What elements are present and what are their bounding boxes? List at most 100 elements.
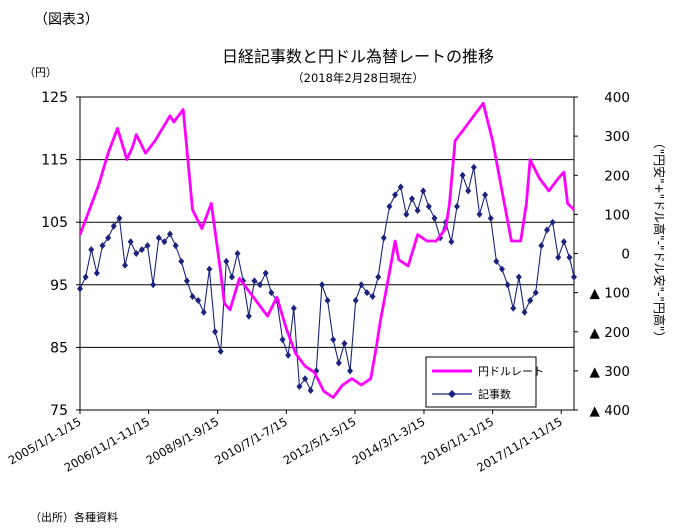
right-axis: 400 300 200 100 0 ▲ 100 ▲ 200 ▲ 300 ▲ 400 xyxy=(574,90,630,419)
article-point xyxy=(77,285,83,293)
right-tick-label: ▲ 400 xyxy=(590,403,630,419)
legend-label-articles: 記事数 xyxy=(478,387,511,401)
legend-articles-marker xyxy=(448,390,456,398)
article-point xyxy=(155,234,162,242)
article-point xyxy=(279,336,286,344)
article-point xyxy=(178,257,185,265)
left-tick-label: 115 xyxy=(41,153,68,169)
article-point xyxy=(150,281,157,289)
right-tick-label: ▲ 200 xyxy=(590,325,630,341)
article-point xyxy=(88,246,95,254)
article-point xyxy=(476,210,483,218)
article-point xyxy=(380,234,387,242)
article-point xyxy=(138,246,145,254)
article-point xyxy=(555,253,562,261)
left-axis-unit-label: （円） xyxy=(24,66,57,79)
series-layer xyxy=(77,101,577,399)
right-tick-label: ▲ 300 xyxy=(590,364,630,380)
article-point xyxy=(521,308,528,316)
article-point xyxy=(105,234,112,242)
article-point xyxy=(352,296,359,304)
article-point xyxy=(498,265,505,273)
article-point xyxy=(358,281,365,289)
x-tick-label: 2014/3/1-3/15 xyxy=(350,414,428,467)
article-point xyxy=(571,273,577,281)
article-point xyxy=(408,195,415,203)
article-point xyxy=(566,253,573,261)
article-point xyxy=(133,250,140,257)
figure-label: （図表3） xyxy=(34,12,99,28)
article-point xyxy=(116,214,123,222)
article-point xyxy=(414,206,421,214)
right-tick-label: ▲ 100 xyxy=(590,286,630,302)
right-tick-label: 100 xyxy=(604,207,630,223)
article-point xyxy=(189,293,196,301)
article-point xyxy=(335,359,342,367)
article-point xyxy=(257,281,264,289)
left-tick-label: 125 xyxy=(41,90,68,106)
article-point xyxy=(318,281,325,289)
article-point xyxy=(251,277,258,285)
article-point xyxy=(549,218,556,226)
article-point xyxy=(487,214,494,222)
article-point xyxy=(420,187,427,195)
article-point xyxy=(268,289,275,297)
article-point xyxy=(82,273,89,281)
x-tick-label: 2012/5/1-5/15 xyxy=(281,414,359,467)
x-axis: 2005/1/1-1/152006/11/1-11/152008/9/1-9/1… xyxy=(6,410,565,475)
article-point xyxy=(110,222,117,230)
article-point xyxy=(493,257,500,265)
article-point xyxy=(448,238,455,246)
article-point xyxy=(183,277,190,285)
article-point xyxy=(431,214,438,222)
article-point xyxy=(386,203,393,211)
x-tick-label: 2010/7/1-7/15 xyxy=(212,414,290,467)
article-point xyxy=(425,203,432,211)
article-point xyxy=(228,273,235,281)
article-point xyxy=(302,375,309,383)
article-point xyxy=(375,273,382,281)
x-tick-label: 2008/9/1-9/15 xyxy=(143,414,221,467)
article-point xyxy=(397,183,404,191)
left-tick-label: 105 xyxy=(41,215,68,231)
right-axis-title: （"円安"+"ドル高"-"ドル安"-"円高"） xyxy=(652,137,667,344)
article-point xyxy=(515,273,522,281)
article-point xyxy=(127,238,134,246)
article-point xyxy=(262,269,269,277)
article-point xyxy=(307,386,314,394)
article-point xyxy=(245,312,252,320)
article-point xyxy=(341,339,348,347)
article-point xyxy=(504,281,511,289)
article-point xyxy=(285,351,292,359)
article-point xyxy=(347,367,354,375)
chart-subtitle: （2018年2月28日現在） xyxy=(292,71,424,85)
left-axis: 125 115 105 95 85 75 xyxy=(41,90,80,419)
chart-title: 日経記事数と円ドル為替レートの推移 xyxy=(222,47,494,66)
article-point xyxy=(330,336,337,344)
article-point xyxy=(234,250,241,257)
left-tick-label: 75 xyxy=(50,403,68,419)
article-point xyxy=(217,347,224,355)
left-tick-label: 95 xyxy=(50,278,68,294)
right-tick-label: 400 xyxy=(604,90,630,106)
article-point xyxy=(403,210,410,218)
article-point xyxy=(161,238,168,246)
article-point xyxy=(195,296,202,304)
article-point xyxy=(223,257,230,265)
article-point xyxy=(200,308,207,316)
article-point xyxy=(560,238,567,246)
article-point xyxy=(324,296,331,304)
article-point xyxy=(363,289,370,297)
article-point xyxy=(532,289,539,297)
source-note: （出所）各種資料 xyxy=(30,510,118,524)
left-tick-label: 85 xyxy=(50,340,68,356)
article-point xyxy=(99,242,106,250)
article-point xyxy=(453,203,460,211)
article-point xyxy=(296,383,303,391)
series-line-yen xyxy=(78,101,575,399)
article-point xyxy=(465,187,472,195)
article-point xyxy=(167,230,174,238)
legend-label-yen: 円ドルレート xyxy=(478,365,544,378)
article-point xyxy=(510,304,517,312)
